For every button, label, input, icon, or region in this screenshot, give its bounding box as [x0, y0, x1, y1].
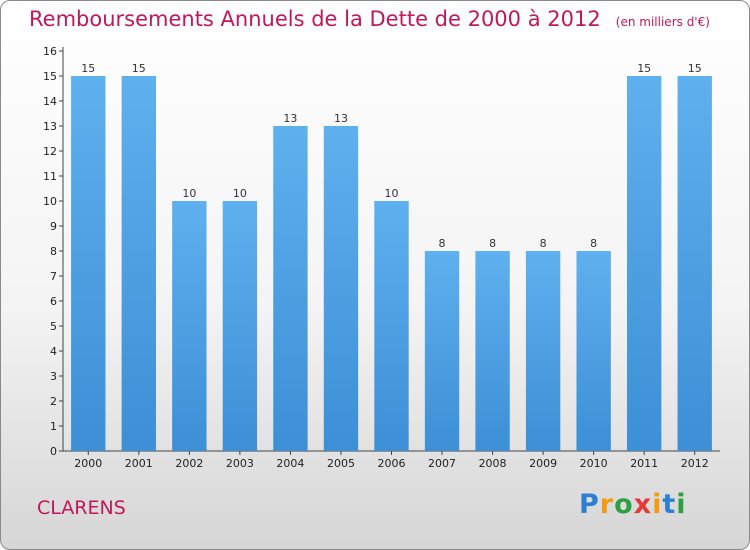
y-tick-label: 3: [50, 370, 57, 383]
data-label: 15: [132, 62, 146, 75]
bar: [71, 76, 106, 451]
bar: [222, 201, 258, 451]
y-tick-label: 9: [50, 220, 57, 233]
bar: [525, 251, 561, 451]
logo-letter: o: [614, 489, 634, 520]
x-tick-label: 2006: [378, 457, 406, 470]
data-label: 10: [385, 187, 399, 200]
data-label: 13: [283, 112, 297, 125]
y-tick-label: 15: [43, 70, 57, 83]
y-tick-label: 10: [43, 195, 57, 208]
data-label: 8: [590, 237, 597, 250]
bar: [323, 126, 359, 451]
x-tick-label: 2005: [327, 457, 355, 470]
x-tick-label: 2004: [276, 457, 304, 470]
bar: [627, 76, 662, 451]
data-label: 8: [540, 237, 547, 250]
logo-letter: P: [579, 489, 600, 520]
x-tick-label: 2009: [529, 457, 557, 470]
logo-letter: r: [599, 489, 615, 520]
bar: [576, 251, 611, 451]
chart-title: Remboursements Annuels de la Dette de 20…: [29, 7, 601, 31]
bar: [121, 76, 156, 451]
x-tick-label: 2003: [226, 457, 254, 470]
data-label: 15: [688, 62, 702, 75]
data-label: 10: [233, 187, 247, 200]
y-tick-label: 5: [50, 320, 57, 333]
y-tick-label: 7: [50, 270, 57, 283]
data-label: 15: [637, 62, 651, 75]
bar: [172, 201, 207, 451]
x-tick-label: 2010: [580, 457, 608, 470]
y-tick-label: 14: [43, 95, 57, 108]
data-label: 8: [439, 237, 446, 250]
x-tick-label: 2001: [125, 457, 153, 470]
x-tick-label: 2011: [630, 457, 658, 470]
logo-letter: i: [676, 489, 687, 520]
y-tick-label: 8: [50, 245, 57, 258]
y-tick-label: 16: [43, 45, 57, 58]
chart-subtitle: (en milliers d'€): [615, 15, 710, 29]
x-tick-label: 2000: [74, 457, 102, 470]
y-tick-label: 2: [50, 395, 57, 408]
x-tick-label: 2012: [681, 457, 709, 470]
x-tick-label: 2002: [175, 457, 203, 470]
chart-title-block: Remboursements Annuels de la Dette de 20…: [29, 7, 710, 31]
y-tick-label: 6: [50, 295, 57, 308]
bar: [424, 251, 460, 451]
x-tick-label: 2007: [428, 457, 456, 470]
x-tick-label: 2008: [479, 457, 507, 470]
logo-letter: t: [662, 489, 677, 520]
bar: [374, 201, 409, 451]
y-tick-label: 1: [50, 420, 57, 433]
y-tick-label: 0: [50, 445, 57, 458]
bar: [273, 126, 308, 451]
data-label: 10: [182, 187, 196, 200]
bar: [677, 76, 712, 451]
bar: [475, 251, 510, 451]
y-tick-label: 4: [50, 345, 57, 358]
data-label: 13: [334, 112, 348, 125]
logo-letter: x: [633, 489, 653, 520]
location-label: CLARENS: [37, 497, 126, 519]
logo-letter: i: [652, 489, 663, 520]
y-tick-label: 12: [43, 145, 57, 158]
data-label: 8: [489, 237, 496, 250]
proxiti-logo: Proxiti: [579, 489, 687, 520]
y-tick-label: 13: [43, 120, 57, 133]
y-tick-label: 11: [43, 170, 57, 183]
data-label: 15: [81, 62, 95, 75]
